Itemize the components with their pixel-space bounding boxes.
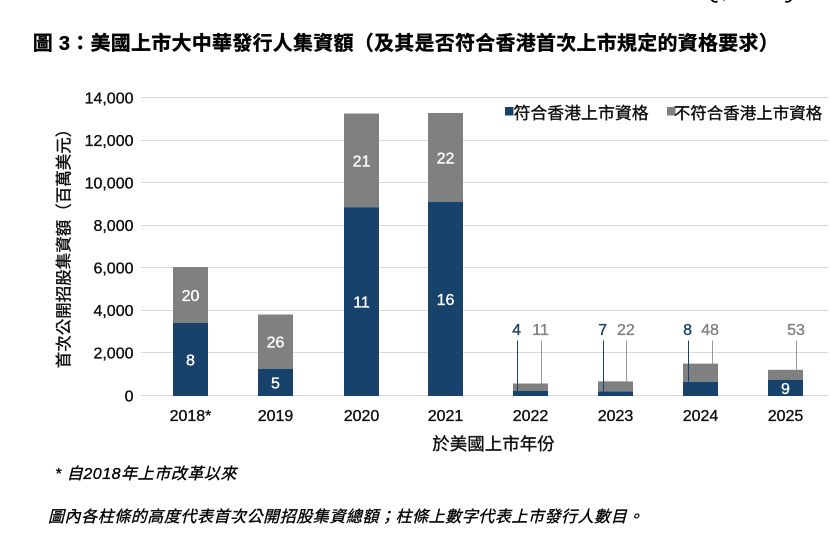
svg-text:16: 16 <box>437 292 455 309</box>
svg-text:12,000: 12,000 <box>85 133 134 150</box>
svg-text:2,000: 2,000 <box>93 346 133 363</box>
svg-text:2021: 2021 <box>428 408 464 425</box>
svg-text:20: 20 <box>182 288 200 305</box>
svg-text:4,000: 4,000 <box>93 303 133 320</box>
svg-text:4: 4 <box>512 322 521 339</box>
svg-text:於美國上市年份: 於美國上市年份 <box>432 434 555 454</box>
svg-text:2023: 2023 <box>598 408 634 425</box>
svg-text:8,000: 8,000 <box>93 218 133 235</box>
svg-text:2022: 2022 <box>513 408 549 425</box>
svg-text:10,000: 10,000 <box>85 175 134 192</box>
svg-text:2020: 2020 <box>344 408 380 425</box>
svg-text:2019: 2019 <box>258 408 294 425</box>
svg-text:5: 5 <box>271 375 280 392</box>
svg-text:26: 26 <box>267 335 285 352</box>
svg-text:8: 8 <box>186 352 195 369</box>
svg-text:22: 22 <box>437 150 455 167</box>
svg-text:6,000: 6,000 <box>93 261 133 278</box>
svg-text:14,000: 14,000 <box>85 90 134 107</box>
svg-text:21: 21 <box>353 153 371 170</box>
svg-text:2025: 2025 <box>768 408 804 425</box>
svg-text:首次公開招股集資額（百萬美元）: 首次公開招股集資額（百萬美元） <box>55 121 74 369</box>
svg-text:2018*: 2018* <box>170 408 212 425</box>
svg-text:不符合香港上市資格: 不符合香港上市資格 <box>674 105 823 123</box>
svg-text:11: 11 <box>532 322 549 339</box>
svg-text:0: 0 <box>125 388 134 405</box>
svg-text:22: 22 <box>617 322 635 339</box>
svg-text:8: 8 <box>683 322 692 339</box>
svg-text:9: 9 <box>781 381 790 398</box>
svg-text:符合香港上市資格: 符合香港上市資格 <box>514 104 649 123</box>
svg-text:11: 11 <box>353 295 370 312</box>
svg-text:7: 7 <box>598 322 607 339</box>
svg-text:2024: 2024 <box>683 408 719 425</box>
svg-text:48: 48 <box>701 322 719 339</box>
svg-text:53: 53 <box>787 322 805 339</box>
